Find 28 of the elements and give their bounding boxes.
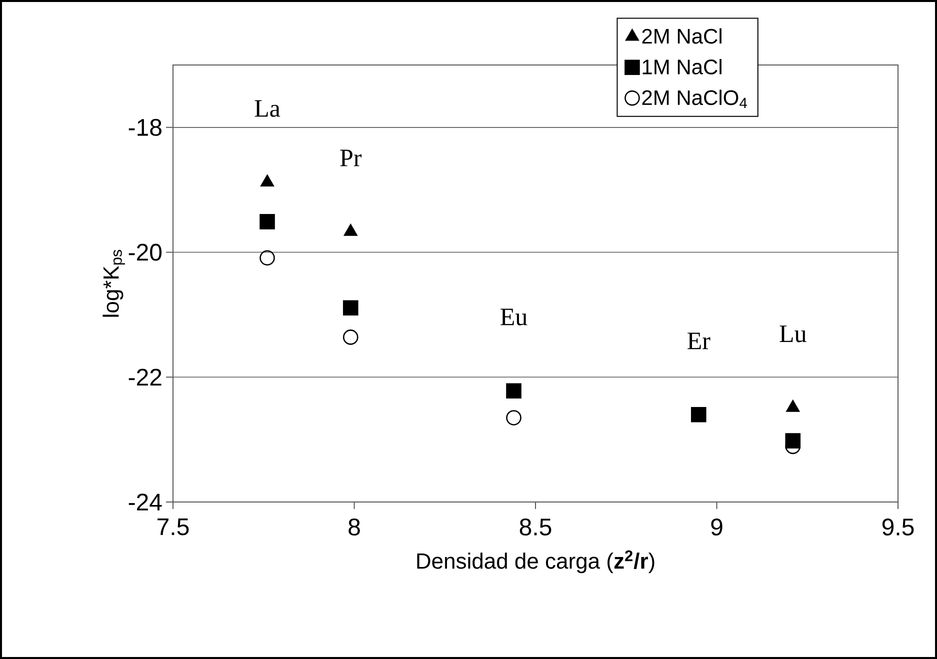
text: Densidad de carga (z$^{2}$/r) — [417, 550, 654, 574]
y-tick-label: -24 — [128, 494, 162, 510]
point — [344, 224, 358, 236]
x-tick-label: 9 — [711, 518, 722, 536]
annotation: La — [254, 100, 280, 117]
legend-label: 2M NaClO$_{4}$ — [642, 90, 747, 108]
point — [342, 300, 358, 316]
y-tick-label: -20 — [128, 244, 162, 261]
annotation: Pr — [340, 150, 362, 166]
point — [690, 406, 706, 422]
y-axis-title: log*K$_{ps}$ — [102, 250, 125, 317]
y-tick-label: -18 — [128, 118, 162, 136]
x-tick-label: 9.5 — [882, 518, 914, 536]
point — [260, 214, 275, 230]
annotation: Eu — [500, 308, 528, 326]
point — [506, 410, 522, 426]
point — [342, 330, 358, 345]
y-tick-label: -22 — [128, 368, 162, 386]
legend-label: 1M NaCl — [642, 58, 722, 74]
x-tick-label: 8.5 — [520, 518, 552, 536]
legend-label: 2M NaCl — [642, 28, 722, 44]
x-tick-label: 7.5 — [158, 518, 189, 536]
annotation: Lu — [780, 326, 806, 342]
point — [506, 383, 522, 399]
point — [260, 250, 275, 266]
annotation: Er — [688, 332, 710, 350]
x-tick-label: 8 — [348, 518, 360, 536]
point — [260, 174, 274, 187]
